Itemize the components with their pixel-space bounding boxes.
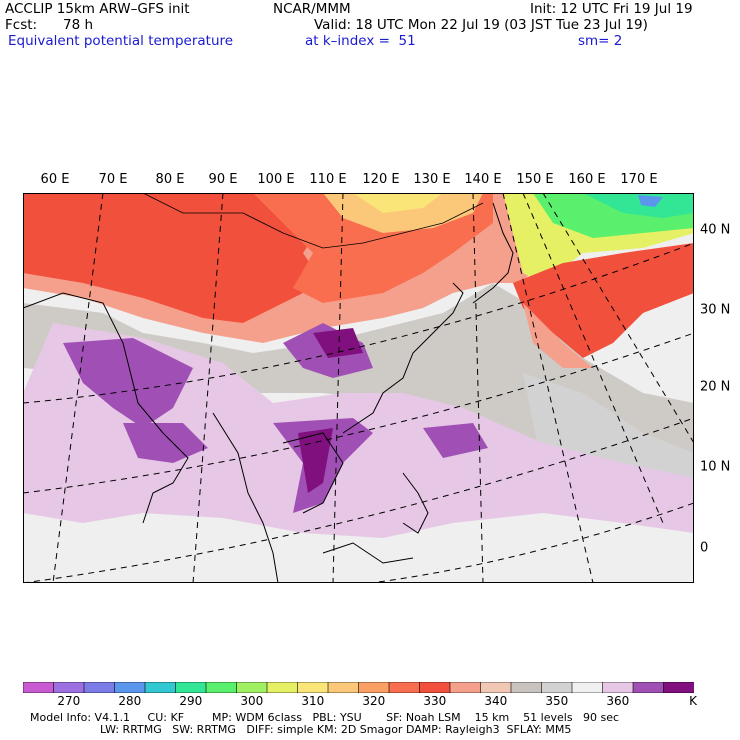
colorbar-swatch [419,682,451,693]
forecast-hours: 78 h [63,17,94,33]
lon-label-120e: 120 E [362,172,400,187]
lat-label-40n: 40 N [700,222,731,238]
colorbar-label: 320 [362,694,386,708]
purple-india [63,338,193,428]
colorbar-swatch [114,682,146,693]
colorbar-swatch [388,682,421,693]
purple-philippine-sea [423,423,488,458]
lon-label-90e: 90 E [208,172,238,187]
colorbar-swatch [23,682,55,693]
colorbar-label: 340 [484,694,508,708]
coastline-borneo [322,542,414,564]
colorbar-swatch [663,682,694,693]
colorbar-swatch [175,682,207,693]
colorbar-swatch [144,682,177,693]
teal-region [583,193,694,218]
gray-band-north [23,283,694,483]
colorbar-swatch [602,682,634,693]
lon-label-80e: 80 E [155,172,185,187]
yellow-region [353,193,443,213]
lon-label-160e: 160 E [568,172,606,187]
map-frame [23,193,694,583]
init-time: Init: 12 UTC Fri 19 Jul 19 [530,1,693,17]
center-label: NCAR/MMM [273,1,351,17]
lon-label-70e: 70 E [98,172,128,187]
lon-label-140e: 140 E [464,172,502,187]
colorbar-swatch [327,682,360,693]
salmon-edge-pacific [523,303,593,368]
colorbar-swatch [297,682,329,693]
lon-label-100e: 100 E [257,172,295,187]
field-name: Equivalent potential temperature [8,33,234,49]
colorbar-label: 330 [423,694,447,708]
model-title: ACCLIP 15km ARW–GFS init [5,1,190,17]
colorbar-label: 270 [57,694,81,708]
valid-time: Valid: 18 UTC Mon 22 Jul 19 (03 JST Tue … [314,17,648,33]
colorbar-label: 300 [240,694,264,708]
coastline-indochina [282,432,344,514]
lat-label-0: 0 [700,540,709,556]
deep-purple-china [313,328,363,358]
colorbar-swatch [83,682,116,693]
lon-label-130e: 130 E [413,172,451,187]
smoothing-label: sm= 2 [578,33,623,49]
coastline-japan [472,202,514,304]
level-label: at k–index = 51 [305,33,416,49]
purple-bay-west [123,423,208,463]
lon-label-60e: 60 E [40,172,70,187]
colorbar-swatch [480,682,512,693]
red-region-west [23,193,353,323]
lat-label-10n: 10 N [700,459,731,475]
border-north [142,193,484,249]
coastline-philippines [402,472,429,534]
lon-label-150e: 150 E [516,172,554,187]
colorbar-swatch [266,682,299,693]
lon-label-170e: 170 E [620,172,658,187]
colorbar-label: 280 [118,694,142,708]
lat-label-20n: 20 N [700,379,731,395]
colorbar-swatch [632,682,665,693]
colorbar [23,682,694,693]
colorbar-swatch [541,682,573,693]
colorbar-swatch [53,682,85,693]
forecast-label: Fcst: [5,17,38,33]
colorbar-swatch [358,682,390,693]
colorbar-unit: K [689,694,697,708]
colorbar-swatch [510,682,543,693]
colorbar-swatch [236,682,268,693]
colorbar-swatch [205,682,238,693]
lat-label-30n: 30 N [700,302,731,318]
model-info-line1: Model Info: V4.1.1 CU: KF MP: WDM 6class… [30,711,620,724]
colorbar-label: 360 [606,694,630,708]
colorbar-swatch [571,682,604,693]
red-tongue-pacific [513,243,694,358]
coastline-malay [212,412,279,583]
theta-e-map [23,193,694,583]
coastline-india [23,292,189,524]
colorbar-label: 310 [301,694,325,708]
colorbar-swatch [449,682,482,693]
lon-label-110e: 110 E [309,172,347,187]
colorbar-label: 350 [545,694,569,708]
graticule [23,193,694,583]
coastline-china [342,282,464,434]
blue-patch [638,195,663,207]
colorbar-label: 290 [179,694,203,708]
model-info-line2: LW: RRTMG SW: RRTMG DIFF: simple KM: 2D … [100,723,572,736]
